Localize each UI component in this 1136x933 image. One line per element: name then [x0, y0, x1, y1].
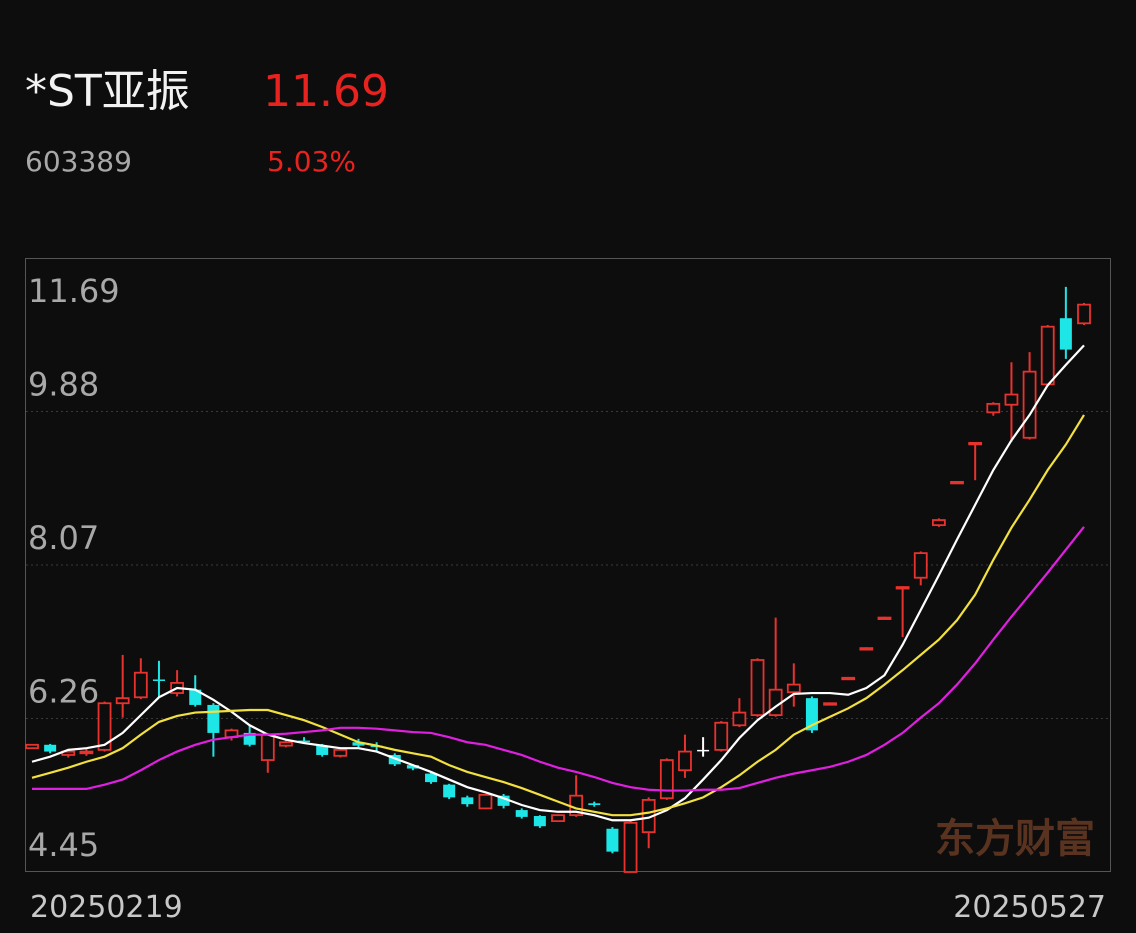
candle-body	[515, 810, 528, 817]
candle-body	[805, 698, 818, 731]
candle-body	[786, 683, 801, 694]
candle-body	[1022, 370, 1037, 439]
candle-body	[478, 793, 493, 810]
candle-body	[133, 671, 148, 699]
candle-body	[968, 441, 983, 446]
candle-body	[606, 828, 619, 852]
moving-average-line	[32, 526, 1085, 792]
candle-body	[260, 733, 275, 761]
candle-body	[1004, 393, 1019, 406]
candle-body	[279, 741, 293, 747]
candle-body	[1040, 325, 1055, 386]
candle-body	[659, 759, 674, 800]
candle-body	[497, 795, 510, 806]
candle-body	[443, 784, 456, 798]
candle-body	[152, 679, 165, 681]
moving-average-line	[31, 344, 1085, 822]
candle-body	[461, 797, 474, 805]
candle-body	[895, 586, 910, 590]
candle-body	[714, 721, 729, 751]
candle-body	[25, 743, 39, 750]
candle-body	[298, 740, 311, 743]
candle-body	[1077, 303, 1091, 325]
y-tick-label: 11.69	[28, 272, 120, 310]
candle-body	[877, 616, 892, 620]
candle-body	[732, 711, 747, 727]
candle-body	[79, 750, 94, 755]
y-tick-label: 9.88	[28, 366, 99, 404]
candle-body	[823, 702, 837, 706]
candle-body	[931, 519, 946, 527]
y-tick-label: 8.07	[28, 519, 99, 557]
candle-body	[1059, 318, 1072, 350]
candle-body	[316, 745, 329, 755]
candle-body	[388, 754, 401, 765]
y-tick-label: 4.45	[28, 826, 99, 864]
x-tick-label: 20250527	[953, 890, 1106, 925]
candle-body	[588, 803, 601, 806]
candle-body	[841, 676, 856, 681]
candle-body	[189, 689, 202, 705]
candle-body	[533, 816, 546, 827]
candle-body	[950, 480, 964, 485]
moving-average-line	[31, 414, 1085, 817]
stock-price: 11.69	[263, 66, 389, 117]
plot-frame	[25, 258, 1111, 872]
candle-body	[697, 749, 710, 752]
stock-change: 5.03%	[267, 145, 356, 178]
candle-body	[115, 697, 130, 705]
candle-body	[406, 765, 419, 769]
candle-body	[207, 704, 220, 733]
candle-body	[859, 647, 874, 651]
watermark: 东方财富	[935, 816, 1095, 862]
y-tick-label: 6.26	[28, 673, 99, 711]
candle-body	[97, 702, 112, 751]
stock-code: 603389	[25, 145, 132, 178]
stock-name: *ST亚振	[25, 66, 190, 117]
candle-body	[986, 402, 1001, 414]
candle-body	[623, 821, 638, 873]
candle-body	[678, 750, 692, 772]
candle-body	[913, 552, 928, 579]
candle-body	[352, 742, 365, 746]
candle-body	[44, 744, 57, 752]
candle-body	[750, 659, 765, 717]
candle-body	[551, 814, 565, 823]
candle-body	[425, 773, 438, 783]
candle-body	[333, 748, 348, 757]
x-tick-label: 20250219	[30, 890, 183, 925]
candle-body	[243, 732, 256, 745]
